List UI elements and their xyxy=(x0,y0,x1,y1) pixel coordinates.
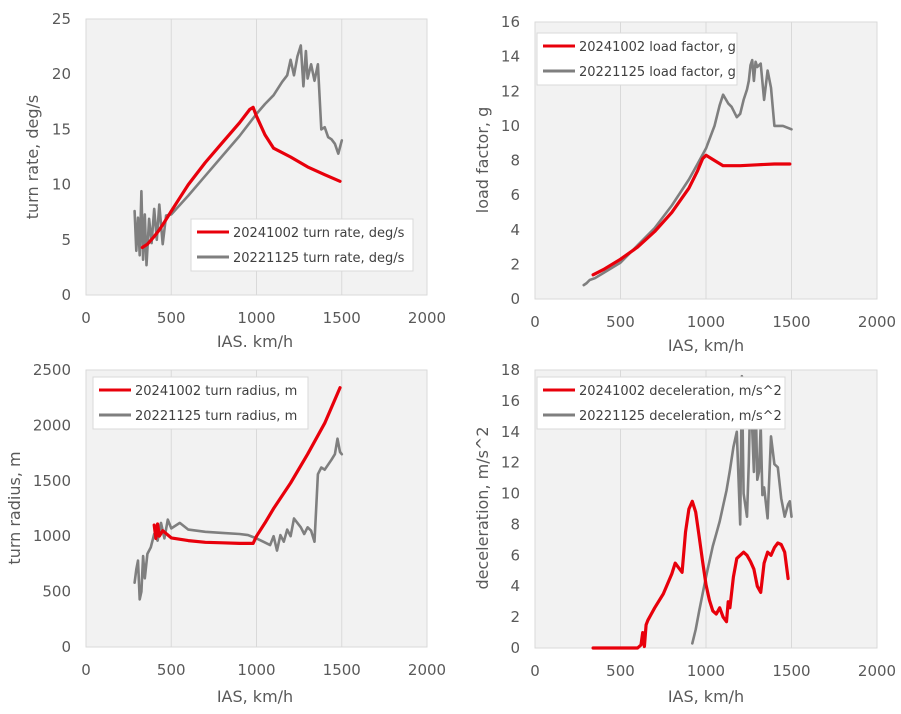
y-tick-label: 2 xyxy=(510,255,520,273)
y-tick-label: 20 xyxy=(52,65,71,83)
x-tick-label: 1500 xyxy=(323,309,361,327)
legend: 20241002 turn radius, m 20221125 turn rad… xyxy=(92,376,309,430)
y-tick-label: 6 xyxy=(510,186,520,204)
series-line-20241002-red xyxy=(591,499,790,650)
x-tick-label: 1500 xyxy=(772,313,810,331)
x-tick-label: 500 xyxy=(157,309,186,327)
y-tick-label: 2000 xyxy=(33,416,71,434)
y-tick-label: 1000 xyxy=(33,527,71,545)
x-tick-label: 2000 xyxy=(408,661,446,679)
x-tick-label: 500 xyxy=(606,313,635,331)
y-tick-label: 18 xyxy=(501,361,520,379)
y-tick-label: 0 xyxy=(61,286,71,304)
x-tick-label: 0 xyxy=(530,313,540,331)
y-tick-label: 14 xyxy=(501,423,520,441)
x-tick-label: 1500 xyxy=(772,662,810,680)
legend-label: 20221125 turn rate, deg/s xyxy=(233,251,405,266)
x-tick-label: 1000 xyxy=(687,662,725,680)
x-axis-label: IAS, km/h xyxy=(668,687,744,706)
y-tick-label: 10 xyxy=(501,485,520,503)
y-tick-label: 500 xyxy=(42,583,71,601)
legend-box xyxy=(190,218,414,272)
x-tick-label: 1000 xyxy=(687,313,725,331)
x-axis-label: IAS. km/h xyxy=(217,332,293,351)
y-tick-label: 16 xyxy=(501,392,520,410)
chart-2: 0 500 1000 1500 2000 0 2 4 6 8 10 12 14 16 IAS, km/h lo… xyxy=(473,13,896,355)
legend: 20241002 load factor, g 20221125 load fac… xyxy=(536,32,738,86)
legend: 20241002 turn rate, deg/s 20221125 turn r… xyxy=(190,218,414,272)
y-tick-label: 0 xyxy=(510,290,520,308)
y-tick-label: 2 xyxy=(510,608,520,626)
y-tick-label: 6 xyxy=(510,546,520,564)
x-tick-label: 1000 xyxy=(237,661,275,679)
x-axis-label: IAS, km/h xyxy=(668,336,744,355)
legend-label: 20241002 load factor, g xyxy=(579,40,736,55)
y-tick-label: 16 xyxy=(501,13,520,31)
y-tick-label: 0 xyxy=(61,638,71,656)
legend-box xyxy=(92,376,309,430)
legend-label: 20241002 deceleration, m/s^2 xyxy=(579,384,782,399)
chart-1: 0 500 1000 1500 2000 0 5 10 15 20 25 IAS. km/h turn … xyxy=(23,10,446,351)
y-axis-label: load factor, g xyxy=(473,107,492,213)
series-line-20221125-gray xyxy=(690,374,793,645)
x-tick-label: 0 xyxy=(530,662,540,680)
y-tick-label: 10 xyxy=(501,117,520,135)
legend-label: 20241002 turn radius, m xyxy=(135,384,297,399)
y-tick-label: 8 xyxy=(510,515,520,533)
chart-4: 0 500 1000 1500 2000 0 2 4 6 8 10 12 14 16 18 IAS, km/h… xyxy=(473,361,896,706)
chart-3: 0 500 1000 1500 2000 0 500 1000 1500 2000 2500 IAS,… xyxy=(5,361,446,706)
series-line-20241002-red xyxy=(591,153,792,277)
y-tick-label: 1500 xyxy=(33,472,71,490)
x-tick-label: 1000 xyxy=(237,309,275,327)
series-line-20221125-gray xyxy=(133,437,344,601)
x-tick-label: 1500 xyxy=(323,661,361,679)
legend-label: 20241002 turn rate, deg/s xyxy=(233,226,405,241)
x-axis-label: IAS, km/h xyxy=(217,687,293,706)
x-tick-label: 500 xyxy=(157,661,186,679)
y-tick-label: 14 xyxy=(501,48,520,66)
x-tick-label: 0 xyxy=(81,661,91,679)
y-tick-label: 15 xyxy=(52,120,71,138)
y-tick-label: 5 xyxy=(61,231,71,249)
y-tick-label: 25 xyxy=(52,10,71,28)
series-line-20241002-red xyxy=(140,105,342,250)
y-tick-label: 12 xyxy=(501,454,520,472)
legend-box xyxy=(536,32,738,86)
y-tick-label: 0 xyxy=(510,639,520,657)
x-tick-label: 2000 xyxy=(858,313,896,331)
legend-box xyxy=(536,376,786,430)
legend-label: 20221125 load factor, g xyxy=(579,65,736,80)
y-tick-label: 4 xyxy=(510,577,520,595)
x-tick-label: 2000 xyxy=(408,309,446,327)
series-line-20241002-red xyxy=(152,386,342,546)
y-tick-label: 2500 xyxy=(33,361,71,379)
legend-label: 20221125 turn radius, m xyxy=(135,409,297,424)
series-line-20221125-gray xyxy=(133,44,344,267)
y-axis-label: deceleration, m/s^2 xyxy=(473,426,492,589)
y-axis-label: turn radius, m xyxy=(5,451,24,564)
y-tick-label: 12 xyxy=(501,82,520,100)
y-axis-label: turn rate, deg/s xyxy=(23,95,42,220)
legend-label: 20221125 deceleration, m/s^2 xyxy=(579,409,782,424)
y-tick-label: 4 xyxy=(510,221,520,239)
y-tick-label: 8 xyxy=(510,152,520,170)
y-tick-label: 10 xyxy=(52,176,71,194)
x-tick-label: 0 xyxy=(81,309,91,327)
x-tick-label: 500 xyxy=(606,662,635,680)
legend: 20241002 deceleration, m/s^2 20221125 dec… xyxy=(536,376,786,430)
x-tick-label: 2000 xyxy=(858,662,896,680)
